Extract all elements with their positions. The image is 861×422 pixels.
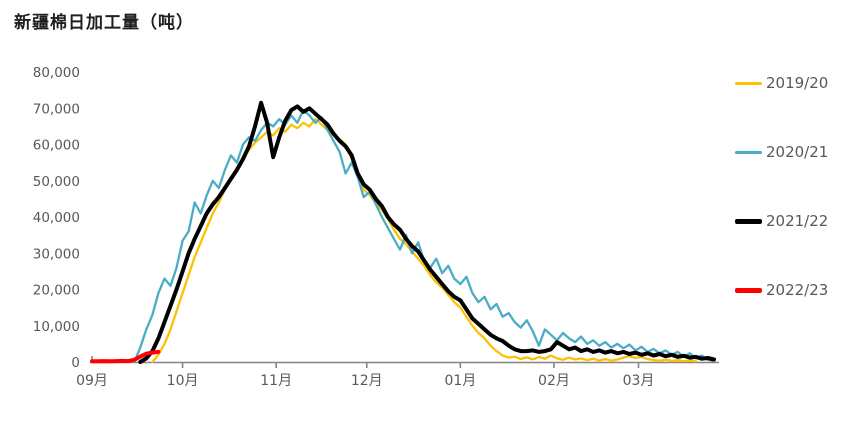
legend-item-2020-21: 2020/21 xyxy=(735,140,828,164)
y-axis-tick-label: 30,000 xyxy=(33,246,80,262)
legend-item-2022-23: 2022/23 xyxy=(735,278,828,302)
y-axis-tick-label: 70,000 xyxy=(33,101,80,117)
legend-item-2019-20: 2019/20 xyxy=(735,71,828,95)
legend-item-2021-22: 2021/22 xyxy=(735,209,828,233)
y-axis-tick-label: 50,000 xyxy=(33,174,80,190)
y-axis-tick-label: 20,000 xyxy=(33,283,80,299)
y-axis-tick-label: 80,000 xyxy=(33,65,80,81)
x-axis-tick-label: 02月 xyxy=(538,373,570,389)
legend-label: 2019/20 xyxy=(766,74,829,92)
legend-swatch-icon xyxy=(735,218,762,224)
legend-swatch-icon xyxy=(735,81,762,85)
series-line-2019-20 xyxy=(151,117,698,364)
y-axis-tick-label: 10,000 xyxy=(33,319,80,335)
legend-swatch-icon xyxy=(735,150,762,154)
series-line-2020-21 xyxy=(133,108,716,364)
series-line-2021-22 xyxy=(138,100,716,364)
y-axis-tick-label: 0 xyxy=(71,355,80,371)
series-line-2022-23 xyxy=(90,349,161,364)
x-axis-tick-label: 09月 xyxy=(76,373,108,389)
x-axis-tick-label: 11月 xyxy=(260,373,292,389)
legend-swatch-icon xyxy=(735,287,762,293)
x-axis-tick-label: 12月 xyxy=(351,373,383,389)
legend-label: 2020/21 xyxy=(766,143,829,161)
x-axis-tick-label: 01月 xyxy=(444,373,476,389)
legend-label: 2022/23 xyxy=(766,281,829,299)
y-axis-tick-label: 60,000 xyxy=(33,138,80,154)
y-axis-tick-label: 40,000 xyxy=(33,210,80,226)
x-axis-tick-label: 03月 xyxy=(623,373,655,389)
chart-title: 新疆棉日加工量（吨） xyxy=(14,13,194,33)
legend-label: 2021/22 xyxy=(766,212,829,230)
chart-legend: 2019/20 2020/21 2021/22 2022/23 xyxy=(735,0,861,422)
x-axis-tick-label: 10月 xyxy=(167,373,199,389)
